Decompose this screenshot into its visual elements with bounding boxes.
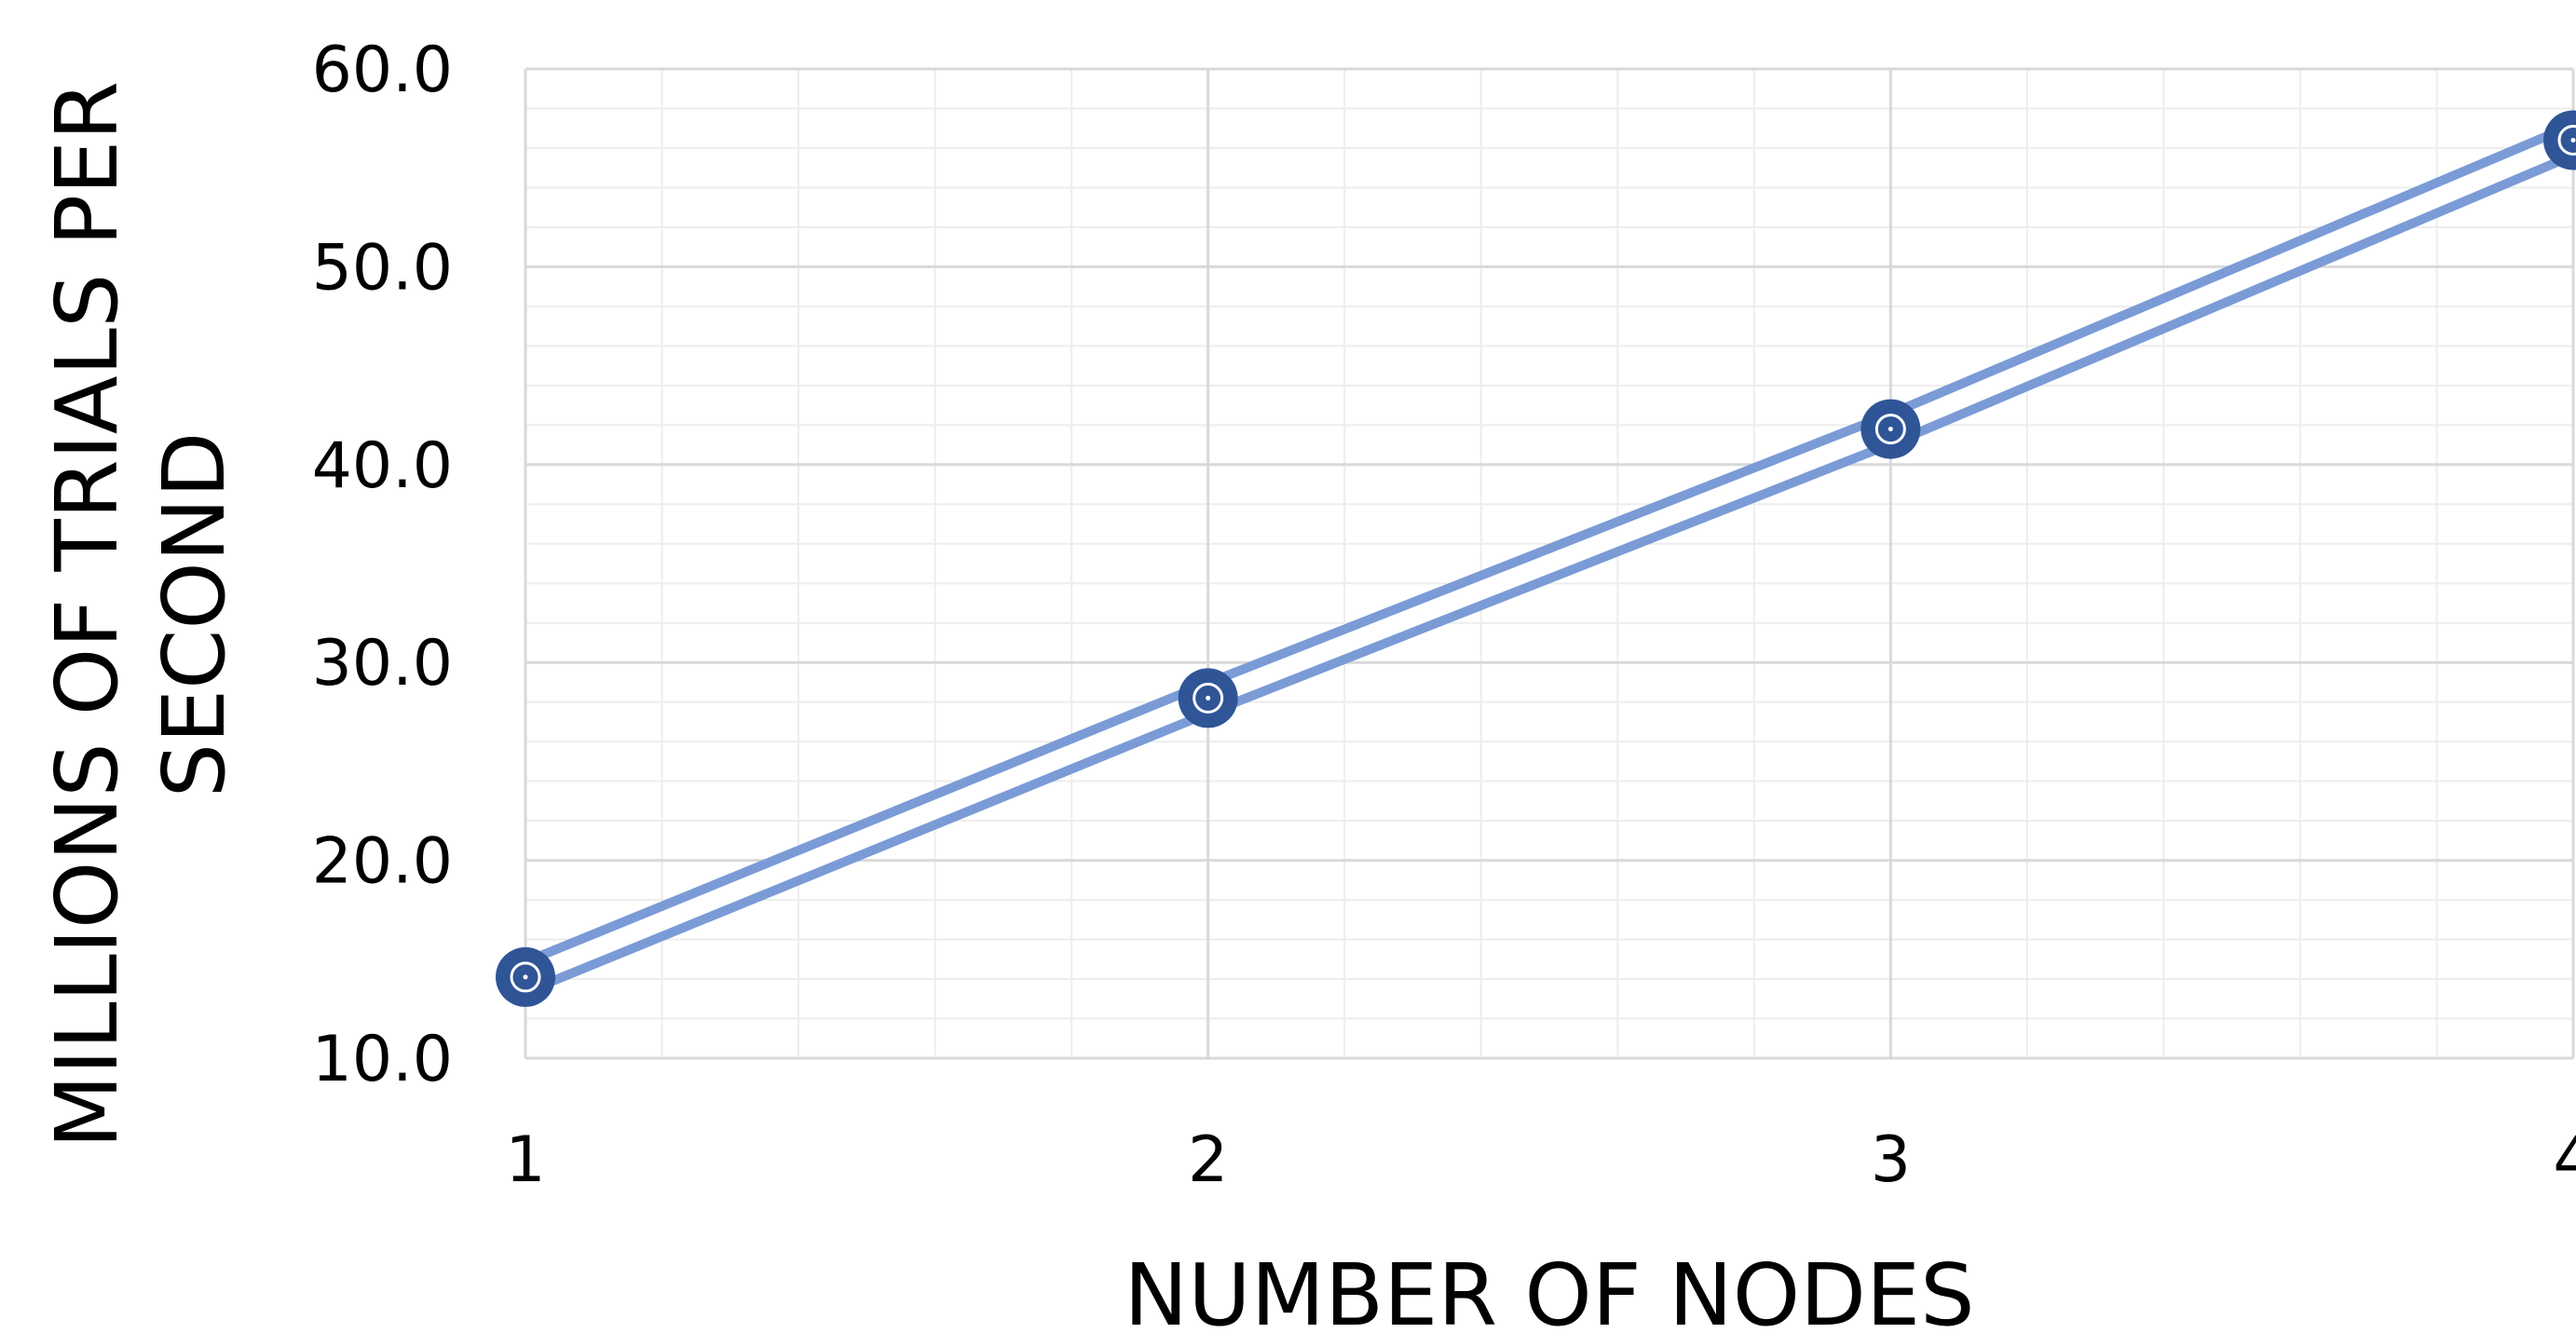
data-point-center xyxy=(2570,137,2576,143)
y-axis-title-line-2: SECOND xyxy=(144,432,244,798)
series-lines xyxy=(507,121,2576,996)
y-tick-label: 20.0 xyxy=(312,825,453,899)
data-point-2 xyxy=(1178,668,1238,728)
x-tick-label: 2 xyxy=(1188,1123,1228,1197)
y-tick-label: 10.0 xyxy=(312,1023,453,1096)
x-axis-ticks: 1 2 3 4 xyxy=(505,1123,2576,1197)
y-tick-label: 30.0 xyxy=(312,627,453,701)
data-point-center xyxy=(523,974,528,980)
y-tick-label: 40.0 xyxy=(312,429,453,503)
data-point-ring xyxy=(2557,124,2576,156)
series-line-core xyxy=(516,130,2576,986)
x-tick-label: 1 xyxy=(505,1123,545,1197)
y-axis-title: MILLIONS OF TRIALS PERSECOND xyxy=(37,81,244,1149)
y-tick-label: 60.0 xyxy=(312,34,453,107)
data-point-3 xyxy=(1860,399,1921,459)
x-tick-label: 3 xyxy=(1871,1123,1911,1197)
x-tick-label: 4 xyxy=(2553,1123,2576,1197)
series-markers xyxy=(496,110,2576,1007)
y-axis-ticks: 10.0 20.0 30.0 40.0 50.0 60.0 xyxy=(312,34,453,1096)
data-point-1 xyxy=(496,946,555,1007)
data-point-ring xyxy=(1193,682,1224,714)
y-tick-label: 50.0 xyxy=(312,231,453,305)
data-point-center xyxy=(1206,695,1211,701)
x-axis-title: NUMBER OF NODES xyxy=(1124,1245,1974,1333)
data-point-4 xyxy=(2543,110,2576,170)
y-axis-title-line-1: MILLIONS OF TRIALS PER xyxy=(37,81,137,1149)
data-point-center xyxy=(1888,427,1893,432)
data-point-ring xyxy=(1874,414,1906,445)
data-point-ring xyxy=(510,961,541,993)
